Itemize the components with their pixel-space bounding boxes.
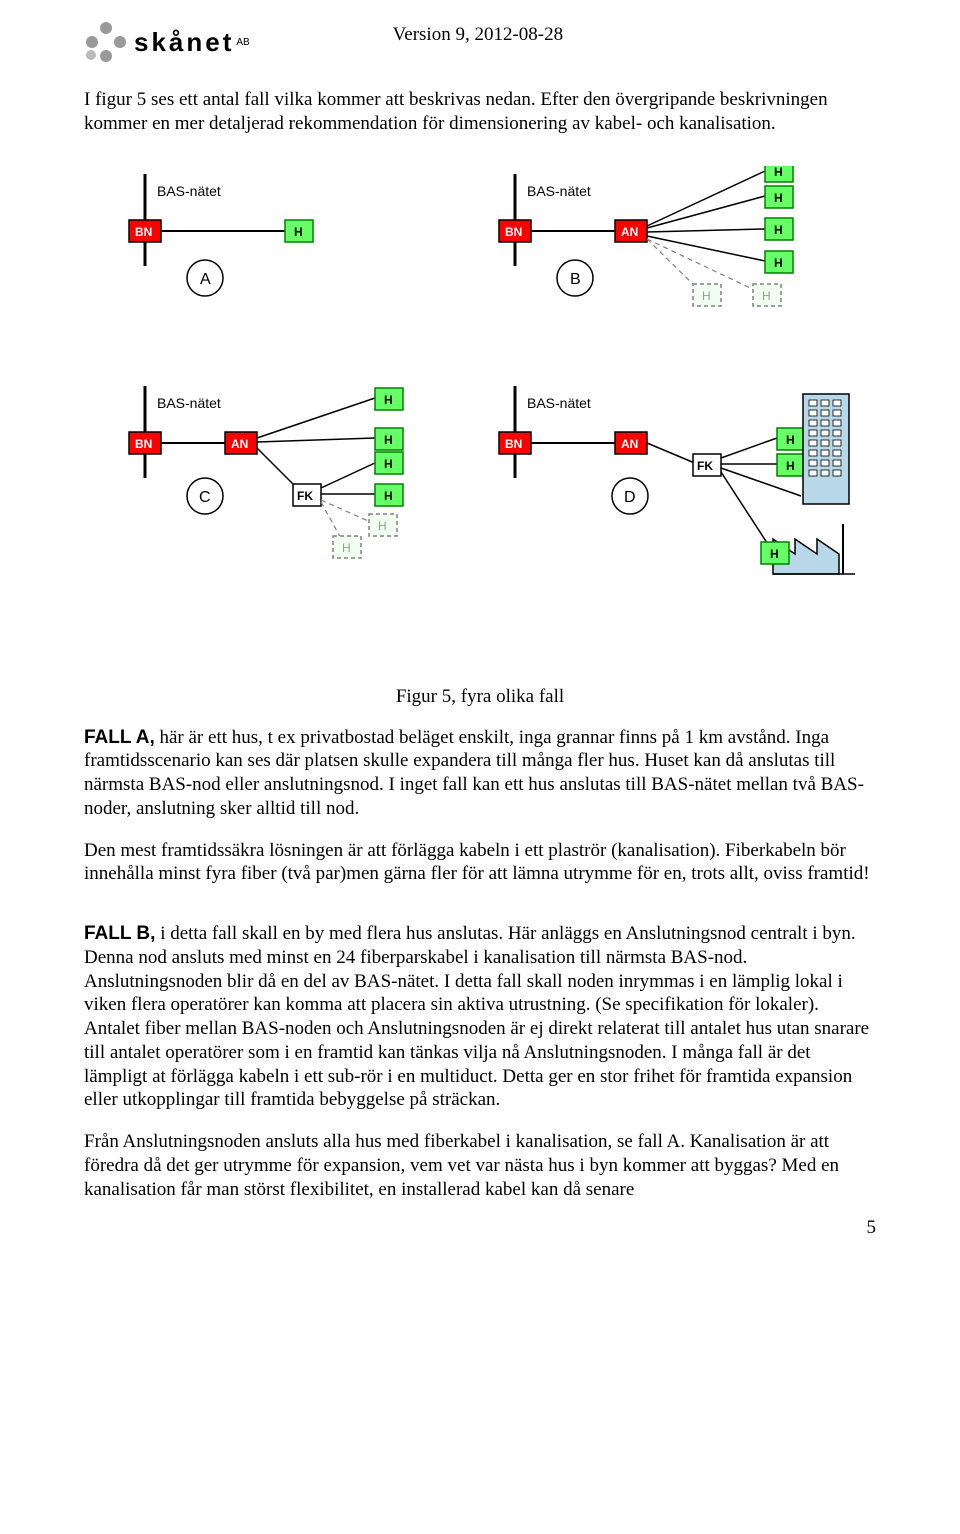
- fall-b-label: FALL B,: [84, 923, 155, 944]
- svg-text:H: H: [378, 519, 387, 533]
- page-number: 5: [867, 1217, 877, 1239]
- svg-text:D: D: [624, 489, 636, 506]
- page-header: skånet AB Version 9, 2012-08-28: [84, 20, 876, 64]
- svg-text:H: H: [774, 191, 783, 205]
- svg-text:H: H: [342, 541, 351, 555]
- svg-text:FK: FK: [297, 489, 313, 503]
- logo-text: skånet: [134, 27, 234, 58]
- version-text: Version 9, 2012-08-28: [250, 24, 706, 46]
- logo-mark: [84, 20, 128, 64]
- svg-text:H: H: [384, 457, 393, 471]
- svg-text:H: H: [774, 223, 783, 237]
- svg-text:C: C: [199, 489, 211, 506]
- fall-a-text: här är ett hus, t ex privatbostad beläge…: [84, 727, 864, 819]
- svg-text:AN: AN: [621, 225, 638, 239]
- svg-text:FK: FK: [697, 459, 713, 473]
- svg-text:A: A: [200, 271, 211, 288]
- svg-text:H: H: [786, 459, 795, 473]
- svg-text:BAS-nätet: BAS-nätet: [527, 395, 591, 411]
- fall-a-paragraph-2: Den mest framtidssäkra lösningen är att …: [84, 839, 876, 887]
- svg-text:H: H: [762, 289, 771, 303]
- svg-text:H: H: [384, 489, 393, 503]
- logo: skånet AB: [84, 20, 250, 64]
- svg-text:H: H: [384, 433, 393, 447]
- svg-text:H: H: [786, 433, 795, 447]
- svg-text:BN: BN: [135, 225, 152, 239]
- document-page: skånet AB Version 9, 2012-08-28 I figur …: [0, 0, 960, 1259]
- fall-a-label: FALL A,: [84, 727, 155, 748]
- svg-text:H: H: [774, 256, 783, 270]
- svg-text:H: H: [702, 289, 711, 303]
- svg-text:B: B: [570, 271, 581, 288]
- svg-text:H: H: [294, 225, 303, 239]
- svg-text:BAS-nätet: BAS-nätet: [157, 395, 221, 411]
- intro-paragraph: I figur 5 ses ett antal fall vilka komme…: [84, 88, 876, 136]
- fall-b-paragraph: FALL B, i detta fall skall en by med fle…: [84, 922, 876, 1112]
- svg-text:BAS-nätet: BAS-nätet: [527, 183, 591, 199]
- fall-b-text: i detta fall skall en by med flera hus a…: [84, 923, 869, 1110]
- svg-text:BN: BN: [505, 225, 522, 239]
- svg-text:BN: BN: [135, 437, 152, 451]
- fall-a-paragraph: FALL A, här är ett hus, t ex privatbosta…: [84, 726, 876, 821]
- svg-text:H: H: [774, 166, 783, 179]
- svg-text:AN: AN: [621, 437, 638, 451]
- svg-text:H: H: [384, 393, 393, 407]
- figure-diagram: BAS-nätet BN H A BAS-nätet BN: [85, 166, 875, 666]
- svg-text:AN: AN: [231, 437, 248, 451]
- svg-text:BN: BN: [505, 437, 522, 451]
- logo-suffix: AB: [236, 37, 249, 48]
- fall-b-paragraph-2: Från Anslutningsnoden ansluts alla hus m…: [84, 1130, 876, 1201]
- figure-caption: Figur 5, fyra olika fall: [84, 686, 876, 708]
- bas-label: BAS-nätet: [157, 183, 221, 199]
- svg-text:H: H: [770, 547, 779, 561]
